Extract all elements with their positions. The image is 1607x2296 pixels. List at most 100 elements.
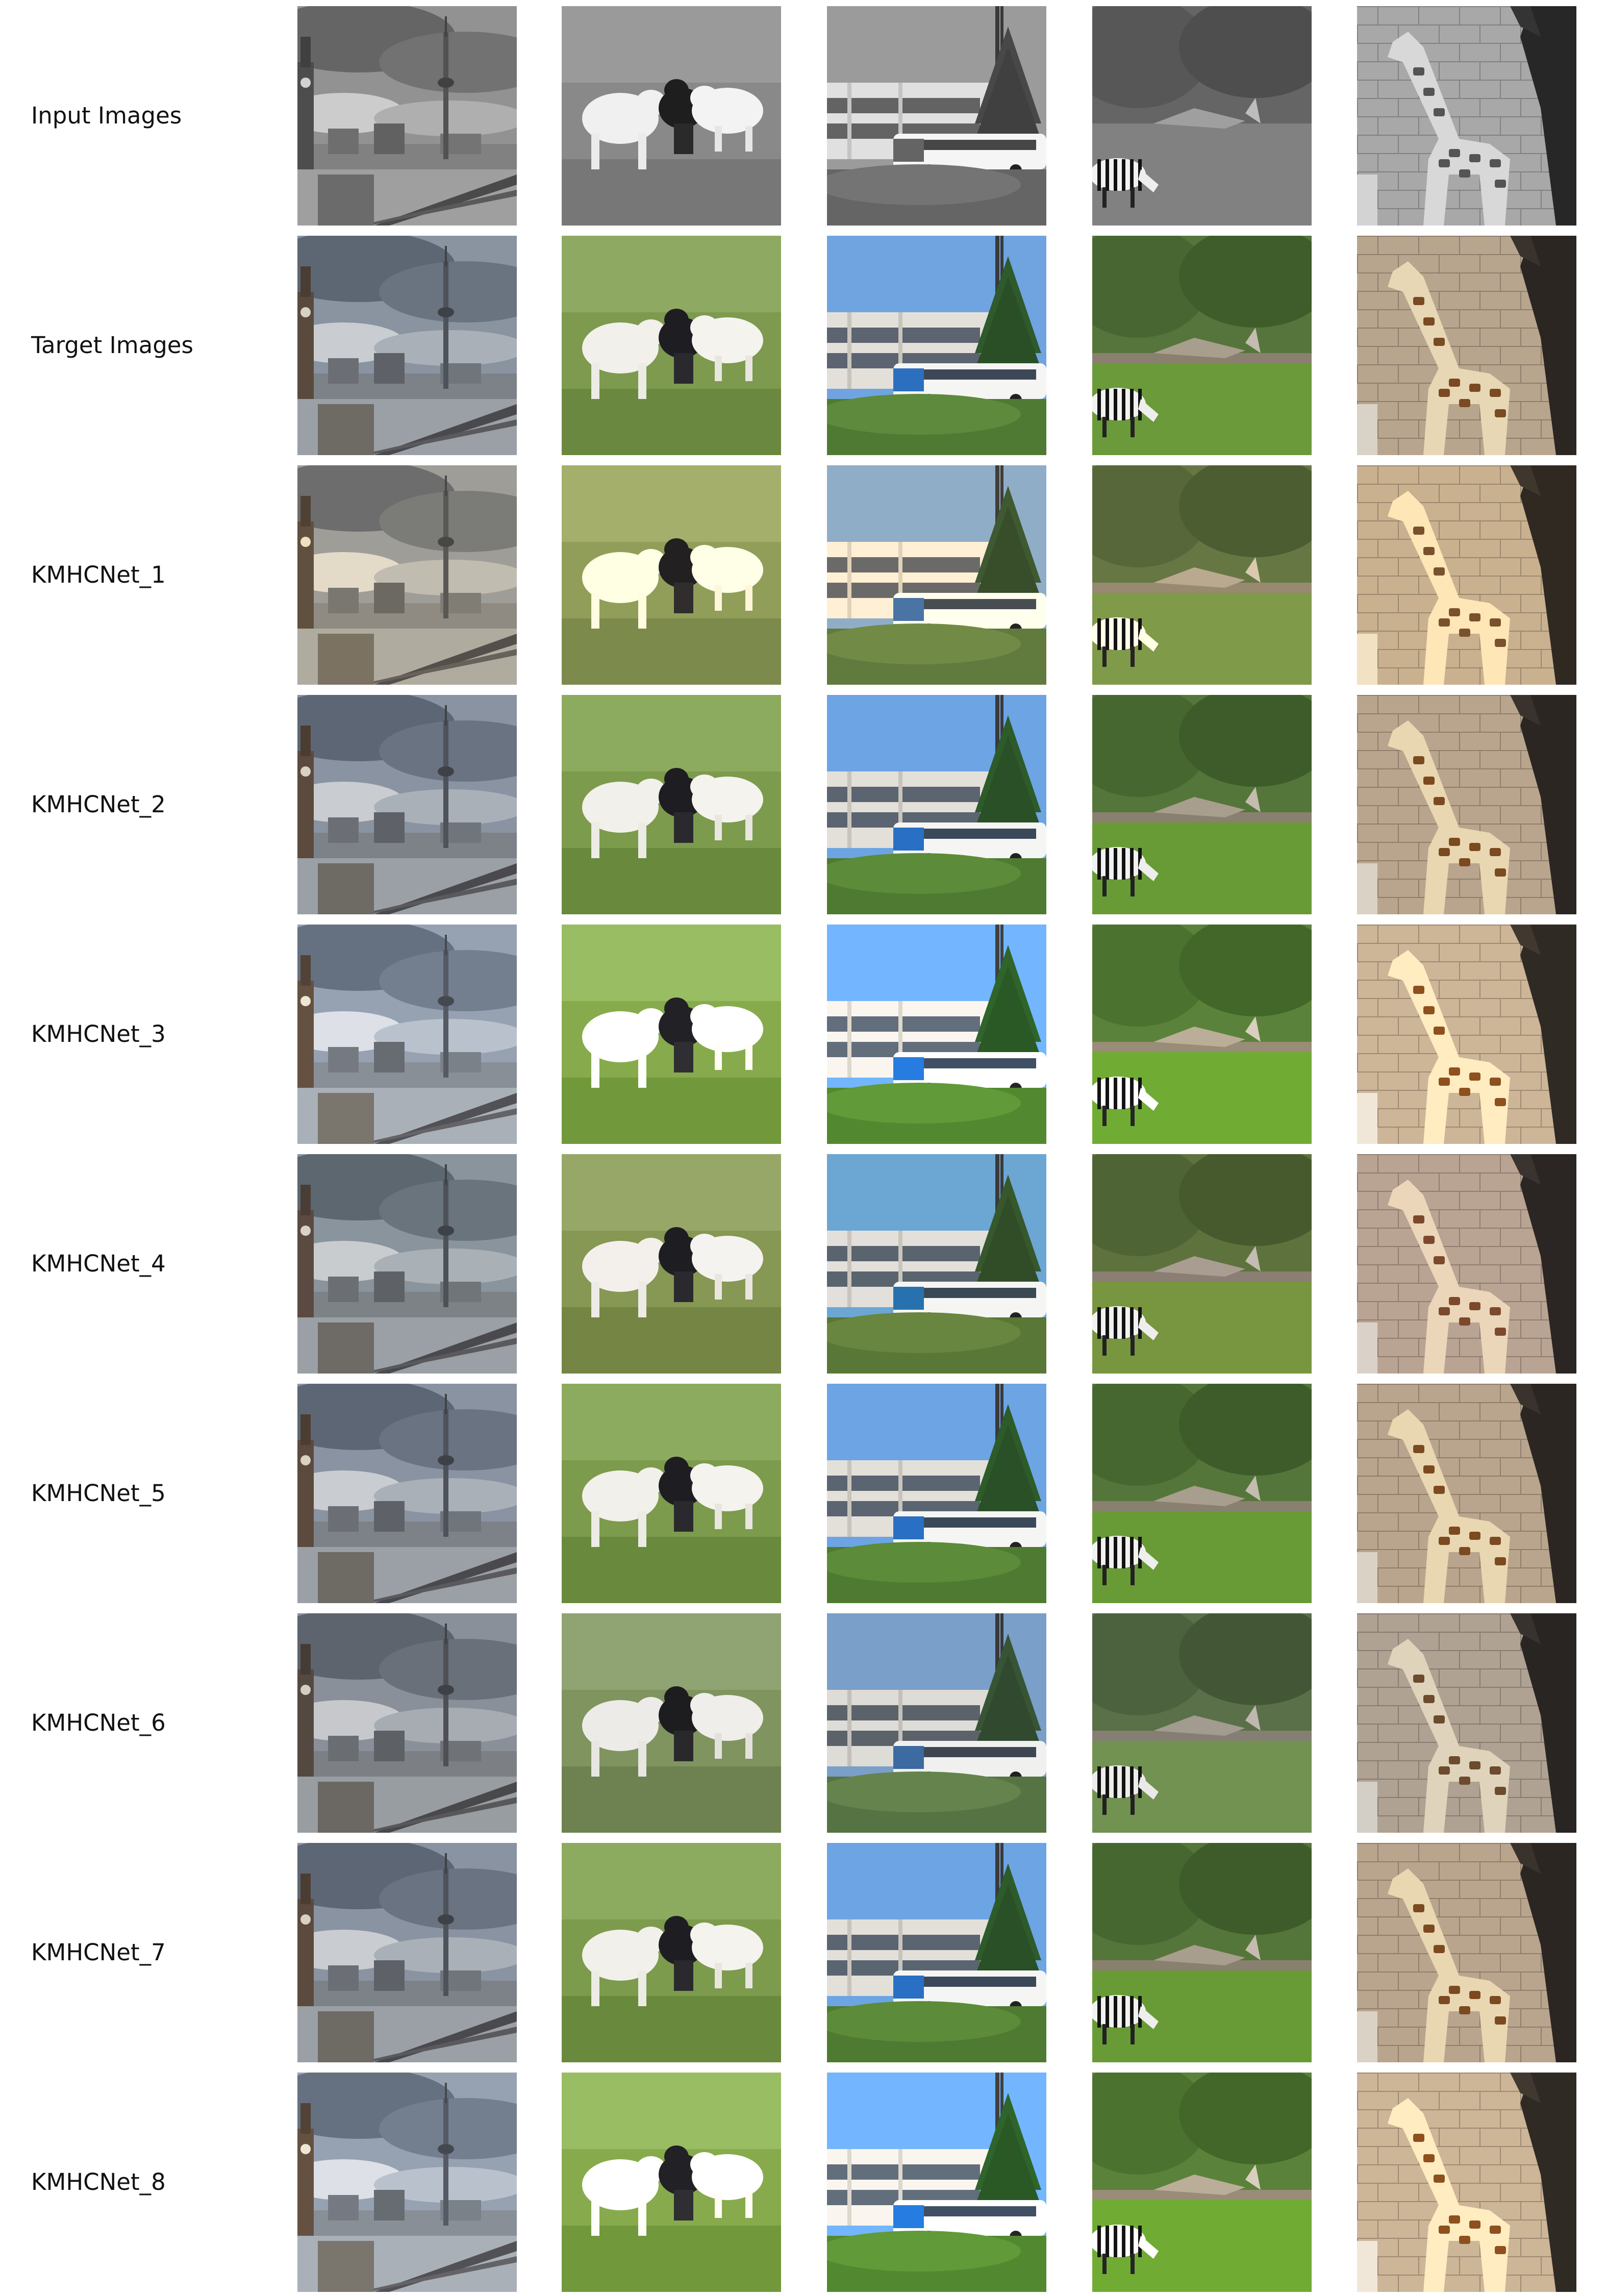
- city-tower-photo: [297, 1384, 517, 1603]
- zebra-image: [1092, 6, 1312, 226]
- bus-and-building-photo: [827, 6, 1046, 226]
- city-tower-photo: [297, 6, 517, 226]
- dogs-on-grass-photo: [562, 1613, 781, 1833]
- zebra-image: [1092, 1384, 1312, 1603]
- dogs-on-grass-photo: [562, 1154, 781, 1374]
- zebra-on-grass-photo: [1092, 2073, 1312, 2292]
- dogs-image: [562, 925, 781, 1144]
- dogs-image: [562, 1384, 781, 1603]
- zebra-image: [1092, 1613, 1312, 1833]
- giraffe-by-wall-photo: [1357, 1843, 1576, 2062]
- row-label: KMHCNet_3: [31, 1020, 166, 1047]
- dogs-image: [562, 6, 781, 226]
- zebra-image: [1092, 2073, 1312, 2292]
- giraffe-image: [1357, 925, 1576, 1144]
- zebra-image: [1092, 236, 1312, 455]
- tower-image: [297, 1843, 517, 2062]
- bus-and-building-photo: [827, 2073, 1046, 2292]
- zebra-image: [1092, 465, 1312, 685]
- dogs-image: [562, 2073, 781, 2292]
- dogs-on-grass-photo: [562, 695, 781, 914]
- tower-image: [297, 925, 517, 1144]
- bus-image: [827, 2073, 1046, 2292]
- bus-and-building-photo: [827, 695, 1046, 914]
- giraffe-image: [1357, 1843, 1576, 2062]
- dogs-image: [562, 1154, 781, 1374]
- zebra-on-grass-photo: [1092, 1384, 1312, 1603]
- row-label: KMHCNet_7: [31, 1939, 166, 1966]
- city-tower-photo: [297, 1154, 517, 1374]
- dogs-on-grass-photo: [562, 2073, 781, 2292]
- city-tower-photo: [297, 236, 517, 455]
- row-label: Input Images: [31, 102, 182, 129]
- giraffe-by-wall-photo: [1357, 465, 1576, 685]
- tower-image: [297, 1154, 517, 1374]
- tower-image: [297, 465, 517, 685]
- dogs-image: [562, 695, 781, 914]
- giraffe-image: [1357, 1154, 1576, 1374]
- dogs-image: [562, 465, 781, 685]
- zebra-image: [1092, 1843, 1312, 2062]
- zebra-on-grass-photo: [1092, 1154, 1312, 1374]
- giraffe-image: [1357, 1613, 1576, 1833]
- bus-and-building-photo: [827, 236, 1046, 455]
- city-tower-photo: [297, 1613, 517, 1833]
- zebra-on-grass-photo: [1092, 925, 1312, 1144]
- tower-image: [297, 1613, 517, 1833]
- giraffe-by-wall-photo: [1357, 2073, 1576, 2292]
- giraffe-image: [1357, 1384, 1576, 1603]
- row-label: KMHCNet_4: [31, 1250, 166, 1277]
- city-tower-photo: [297, 1843, 517, 2062]
- tower-image: [297, 695, 517, 914]
- tower-image: [297, 2073, 517, 2292]
- zebra-on-grass-photo: [1092, 695, 1312, 914]
- zebra-on-grass-photo: [1092, 465, 1312, 685]
- dogs-on-grass-photo: [562, 6, 781, 226]
- dogs-on-grass-photo: [562, 1384, 781, 1603]
- giraffe-by-wall-photo: [1357, 236, 1576, 455]
- tower-image: [297, 6, 517, 226]
- giraffe-image: [1357, 6, 1576, 226]
- giraffe-by-wall-photo: [1357, 1613, 1576, 1833]
- giraffe-image: [1357, 695, 1576, 914]
- row-label: KMHCNet_5: [31, 1480, 166, 1507]
- zebra-on-grass-photo: [1092, 236, 1312, 455]
- bus-image: [827, 465, 1046, 685]
- bus-image: [827, 1843, 1046, 2062]
- zebra-on-grass-photo: [1092, 1613, 1312, 1833]
- giraffe-by-wall-photo: [1357, 6, 1576, 226]
- bus-and-building-photo: [827, 1613, 1046, 1833]
- giraffe-by-wall-photo: [1357, 1384, 1576, 1603]
- dogs-image: [562, 1613, 781, 1833]
- city-tower-photo: [297, 695, 517, 914]
- bus-image: [827, 6, 1046, 226]
- tower-image: [297, 236, 517, 455]
- bus-image: [827, 236, 1046, 455]
- dogs-on-grass-photo: [562, 925, 781, 1144]
- bus-and-building-photo: [827, 1384, 1046, 1603]
- bus-image: [827, 1154, 1046, 1374]
- tower-image: [297, 1384, 517, 1603]
- city-tower-photo: [297, 465, 517, 685]
- giraffe-image: [1357, 236, 1576, 455]
- bus-image: [827, 695, 1046, 914]
- giraffe-image: [1357, 2073, 1576, 2292]
- row-label: KMHCNet_2: [31, 791, 166, 818]
- bus-and-building-photo: [827, 925, 1046, 1144]
- bus-and-building-photo: [827, 465, 1046, 685]
- row-label: KMHCNet_8: [31, 2168, 166, 2195]
- bus-image: [827, 1613, 1046, 1833]
- giraffe-image: [1357, 465, 1576, 685]
- row-label: KMHCNet_6: [31, 1709, 166, 1736]
- dogs-image: [562, 236, 781, 455]
- bus-image: [827, 1384, 1046, 1603]
- zebra-on-grass-photo: [1092, 1843, 1312, 2062]
- bus-and-building-photo: [827, 1154, 1046, 1374]
- dogs-on-grass-photo: [562, 465, 781, 685]
- giraffe-by-wall-photo: [1357, 1154, 1576, 1374]
- dogs-on-grass-photo: [562, 1843, 781, 2062]
- giraffe-by-wall-photo: [1357, 695, 1576, 914]
- zebra-image: [1092, 1154, 1312, 1374]
- row-label: Target Images: [31, 332, 193, 359]
